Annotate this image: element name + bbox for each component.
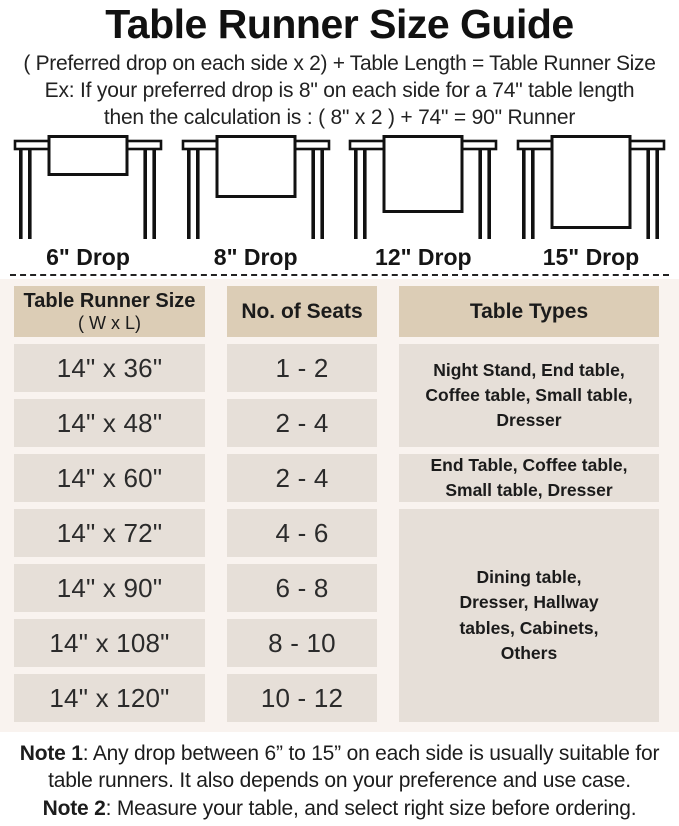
note-text: : Any drop between 6” to 15” on each sid… xyxy=(48,742,660,793)
col-header-runner-size: Table Runner Size ( W x L) xyxy=(14,286,205,338)
table-types-text: End Table, Coffee table, Small table, Dr… xyxy=(430,454,628,501)
page-title: Table Runner Size Guide xyxy=(105,1,574,47)
table-types-cell: Night Stand, End table, Coffee table, Sm… xyxy=(399,344,659,448)
seats-cell: 10 - 12 xyxy=(227,674,377,723)
formula-text: ( Preferred drop on each side x 2) + Tab… xyxy=(23,52,656,76)
runner-size-cell: 14" x 72" xyxy=(14,509,205,558)
example-line-2: then the calculation is : ( 8" x 2 ) + 7… xyxy=(103,106,576,130)
runner-size-cell: 14" x 36" xyxy=(14,344,205,393)
table-runner-figure: 6" Drop xyxy=(13,135,163,270)
table-runner-figure: 15" Drop xyxy=(516,135,666,270)
drop-label: 15" Drop xyxy=(542,244,640,271)
size-table-section: Table Runner Size ( W x L) No. of Seats … xyxy=(0,279,679,733)
example-line-1: Ex: If your preferred drop is 8" on each… xyxy=(44,79,635,103)
dashed-divider xyxy=(10,274,669,277)
seats-cell: 6 - 8 xyxy=(227,564,377,613)
drop-label: 8" Drop xyxy=(213,244,298,271)
drop-figures: 6" Drop 8" Drop 12" Drop 15" Drop xyxy=(0,135,679,270)
runner-size-cell: 14" x 48" xyxy=(14,399,205,448)
table-types-text: Dining table, Dresser, Hallway tables, C… xyxy=(459,566,599,663)
note: Note 1: Any drop between 6” to 15” on ea… xyxy=(4,740,675,795)
runner-size-cell: 14" x 108" xyxy=(14,619,205,668)
col-header-runner-size-label: Table Runner Size xyxy=(23,289,196,312)
runner-size-cell: 14" x 120" xyxy=(14,674,205,723)
notes: Note 1: Any drop between 6” to 15” on ea… xyxy=(0,740,679,822)
table-illustration-icon xyxy=(516,135,666,240)
runner-size-cell: 14" x 60" xyxy=(14,454,205,503)
seats-cell: 2 - 4 xyxy=(227,399,377,448)
note-text: : Measure your table, and select right s… xyxy=(105,796,637,820)
seats-cell: 1 - 2 xyxy=(227,344,377,393)
seats-cell: 4 - 6 xyxy=(227,509,377,558)
table-types-text: Night Stand, End table, Coffee table, Sm… xyxy=(425,359,633,431)
note-label: Note 1 xyxy=(19,742,83,766)
drop-label: 12" Drop xyxy=(375,244,472,271)
note: Note 2: Measure your table, and select r… xyxy=(4,795,675,822)
table-types-cell: Dining table, Dresser, Hallway tables, C… xyxy=(399,509,659,723)
table-runner-figure: 12" Drop xyxy=(348,135,498,270)
col-header-table-types: Table Types xyxy=(399,286,659,338)
size-table: Table Runner Size ( W x L) No. of Seats … xyxy=(14,286,665,723)
note-label: Note 2 xyxy=(42,796,106,820)
table-illustration-icon xyxy=(349,135,498,240)
table-illustration-icon xyxy=(13,135,163,240)
runner-size-cell: 14" x 90" xyxy=(14,564,205,613)
seats-cell: 8 - 10 xyxy=(227,619,377,668)
col-header-wxl-label: ( W x L) xyxy=(78,312,141,333)
table-types-cell: End Table, Coffee table, Small table, Dr… xyxy=(399,454,659,503)
seats-cell: 2 - 4 xyxy=(227,454,377,503)
col-header-seats: No. of Seats xyxy=(227,286,377,338)
table-illustration-icon xyxy=(181,135,330,240)
table-runner-figure: 8" Drop xyxy=(181,135,331,270)
drop-label: 6" Drop xyxy=(46,244,130,271)
